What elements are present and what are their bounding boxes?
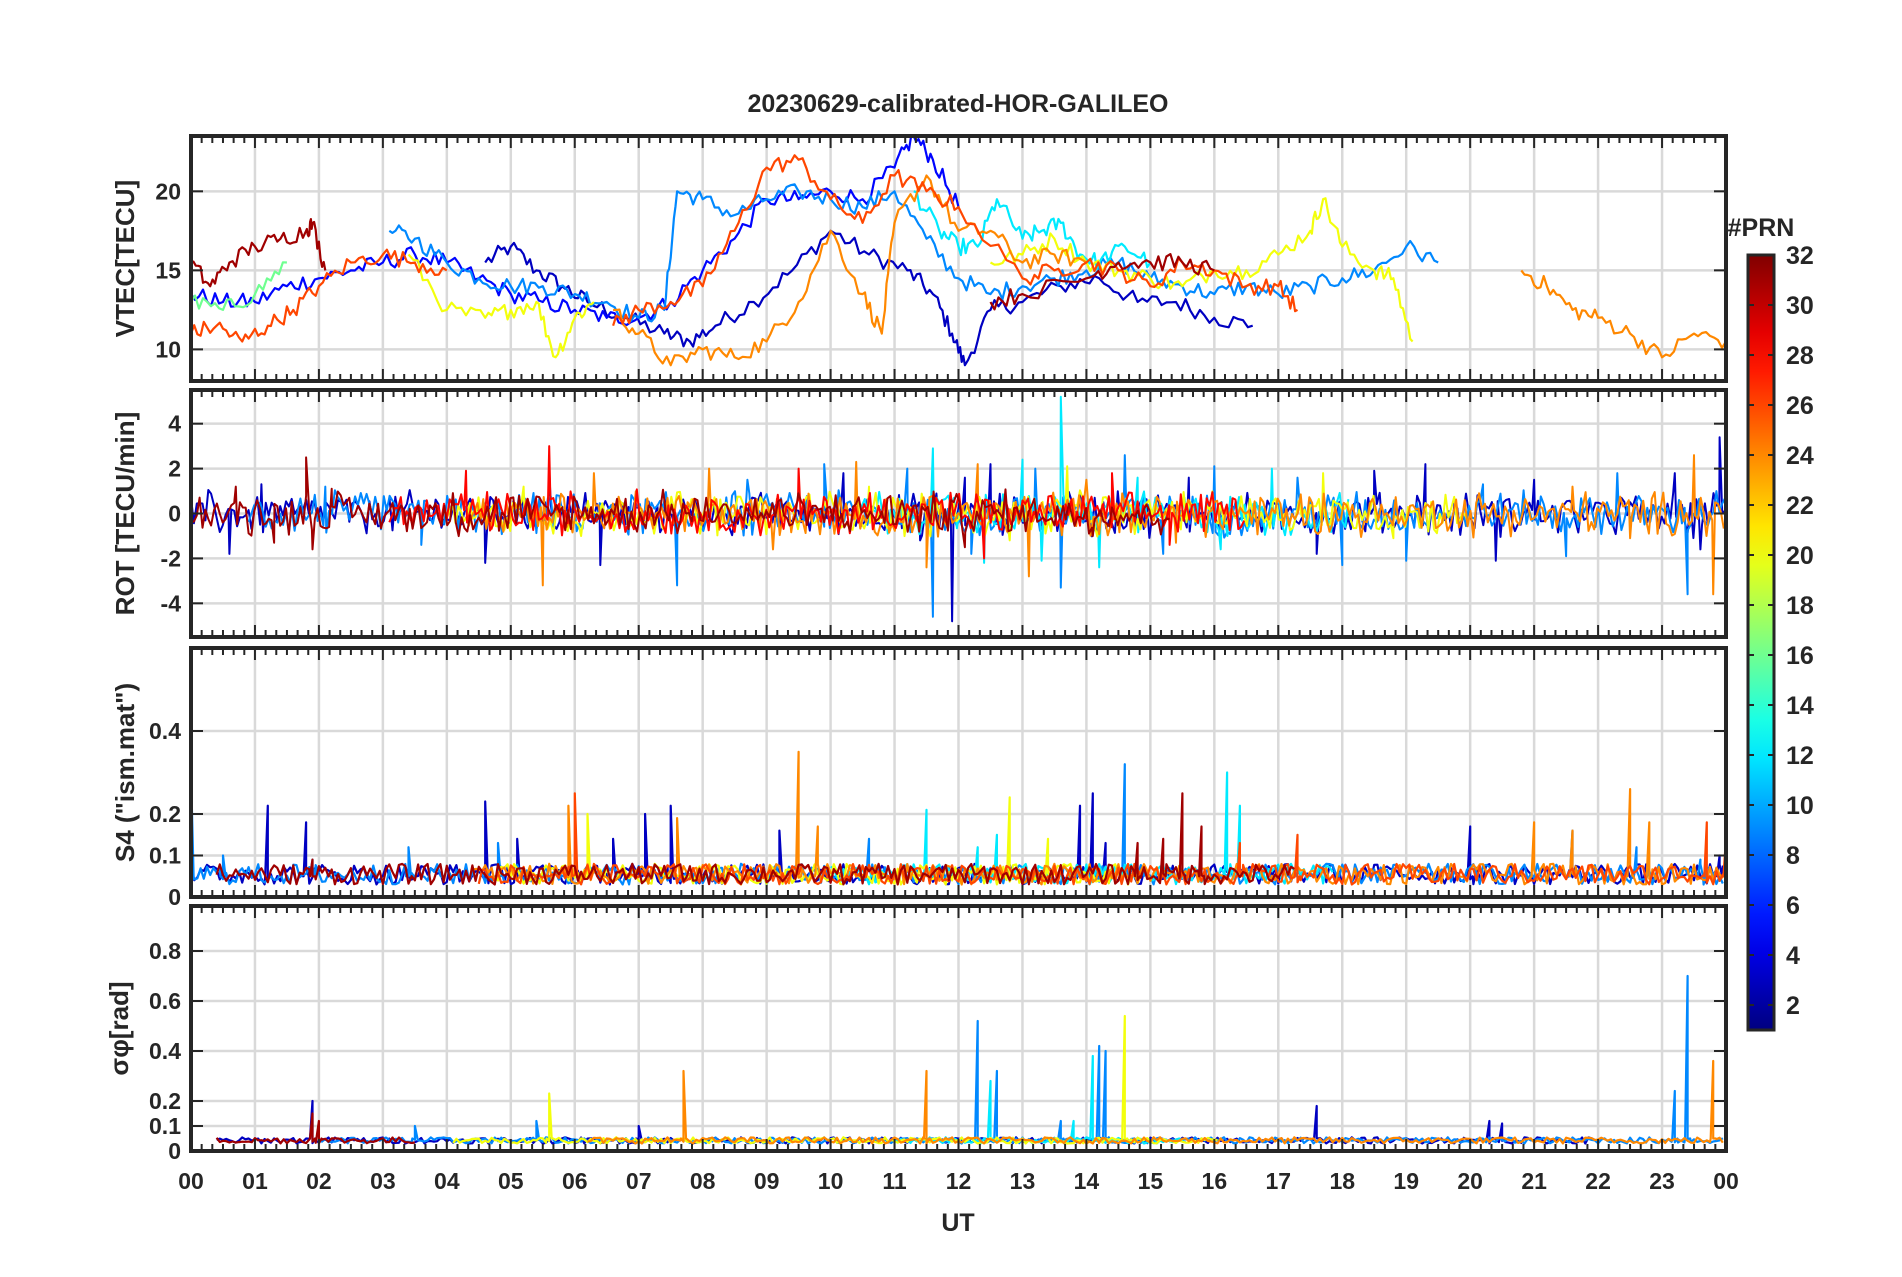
y-tick-label: 15 (155, 257, 181, 283)
colorbar-tick-label: 4 (1786, 942, 1800, 970)
y-tick-label: 0.4 (149, 718, 181, 744)
x-tick-label: 05 (498, 1168, 524, 1194)
x-tick-label: 12 (946, 1168, 972, 1194)
colorbar-tick-label: 10 (1786, 792, 1814, 820)
x-tick-label: 00 (178, 1168, 204, 1194)
colorbar-tick-label: 8 (1786, 842, 1800, 870)
colorbar-tick-label: 6 (1786, 892, 1800, 920)
chart-title: 20230629-calibrated-HOR-GALILEO (748, 90, 1169, 118)
series-group (191, 750, 1726, 886)
panel-3: 0 0.1 0.2 0.4 S4 ("ism.mat") (110, 646, 1728, 910)
x-tick-label: 10 (818, 1168, 844, 1194)
y-axis-label: ROT [TECU/min] (110, 412, 140, 616)
y-axis-label: σφ[rad] (104, 981, 134, 1075)
series-line-prn-24 (472, 750, 1724, 886)
x-tick-label: 20 (1457, 1168, 1483, 1194)
series-group (191, 136, 1726, 367)
y-tick-label: -4 (161, 590, 182, 616)
series-group (191, 395, 1726, 623)
colorbar-tick-label: 2 (1786, 992, 1800, 1020)
colorbar-tick-label: 28 (1786, 342, 1814, 370)
y-axis-label: S4 ("ism.mat") (110, 683, 140, 862)
y-tick-label: 0.8 (149, 938, 181, 964)
x-tick-label: 07 (626, 1168, 652, 1194)
y-tick-label: -2 (161, 545, 181, 571)
y-tick-label: 0.2 (149, 1088, 181, 1114)
colorbar-tick-label: 30 (1786, 292, 1814, 320)
y-tick-label: 0.4 (149, 1038, 181, 1064)
series-line-prn-31 (215, 1112, 416, 1145)
colorbar-tick-label: 24 (1786, 442, 1814, 470)
x-axis-label: UT (941, 1209, 974, 1237)
x-tick-label: 15 (1138, 1168, 1164, 1194)
panel-4: 00.10.2 0.4 0.6 0.8 σφ[rad] (104, 904, 1728, 1164)
x-tick-label: 19 (1393, 1168, 1419, 1194)
x-tick-label: 14 (1074, 1168, 1100, 1194)
y-tick-label: 2 (168, 456, 181, 482)
x-tick-label: 18 (1329, 1168, 1355, 1194)
colorbar-tick-label: 20 (1786, 542, 1814, 570)
x-tick-label: 11 (882, 1168, 907, 1194)
x-tick-label: 22 (1585, 1168, 1611, 1194)
x-tick-label: 00 (1713, 1168, 1739, 1194)
colorbar-tick-label: 26 (1786, 392, 1814, 420)
y-tick-label: 10 (155, 336, 181, 362)
series-line-prn-31 (191, 456, 1170, 551)
colorbar-tick-label: 18 (1786, 592, 1814, 620)
x-tick-label: 04 (434, 1168, 460, 1194)
panel-1: 10 15 20 VTEC[TECU] (110, 134, 1728, 383)
series-line-prn-20 (407, 197, 1414, 359)
series-line-prn-12 (913, 190, 1152, 271)
x-tick-label: 09 (754, 1168, 780, 1194)
y-tick-label: 4 (168, 411, 181, 437)
series-line-prn-24 (613, 174, 1726, 367)
colorbar-tick-label: 12 (1786, 742, 1814, 770)
y-tick-label: 20 (155, 178, 181, 204)
x-tick-label: 13 (1010, 1168, 1036, 1194)
series-line-prn-31 (191, 218, 1215, 311)
colorbar-title: #PRN (1728, 214, 1795, 242)
series-line-prn-3 (484, 229, 1254, 367)
x-tick-label: 21 (1521, 1168, 1547, 1194)
colorbar-scale (1746, 253, 1776, 1032)
y-tick-label: 0 (168, 884, 181, 910)
series-line-prn-16 (191, 261, 287, 311)
y-tick-label: 0 (168, 1138, 181, 1164)
series-line-prn-31 (215, 792, 1295, 886)
x-tick-label: 03 (370, 1168, 396, 1194)
x-tick-label: 01 (242, 1168, 268, 1194)
y-tick-label: 0 (168, 501, 181, 527)
series-line-prn-26 (191, 154, 1299, 343)
y-tick-label: 0.2 (149, 801, 181, 827)
panel-2: -4 -2 0 2 4 ROT [TECU/min] (110, 388, 1728, 639)
x-tick-label: 02 (306, 1168, 332, 1194)
colorbar-tick-label: 16 (1786, 642, 1814, 670)
x-tick-label: 08 (690, 1168, 716, 1194)
colorbar-tick-label: 14 (1786, 692, 1814, 720)
colorbar-tick-label: 32 (1786, 242, 1814, 270)
x-tick-label: 06 (562, 1168, 588, 1194)
series-line-prn-20 (445, 465, 1470, 542)
y-tick-label: 0.1 (149, 843, 181, 869)
x-tick-label: 16 (1202, 1168, 1228, 1194)
y-tick-label: 0.6 (149, 988, 181, 1014)
y-axis-label: VTEC[TECU] (110, 180, 140, 337)
x-tick-label: 23 (1649, 1168, 1675, 1194)
series-line-prn-24 (465, 454, 1725, 596)
y-tick-label: 0.1 (149, 1113, 181, 1139)
x-tick-label: 17 (1265, 1168, 1291, 1194)
series-line-prn-28 (388, 445, 1246, 560)
colorbar-tick-label: 22 (1786, 492, 1814, 520)
